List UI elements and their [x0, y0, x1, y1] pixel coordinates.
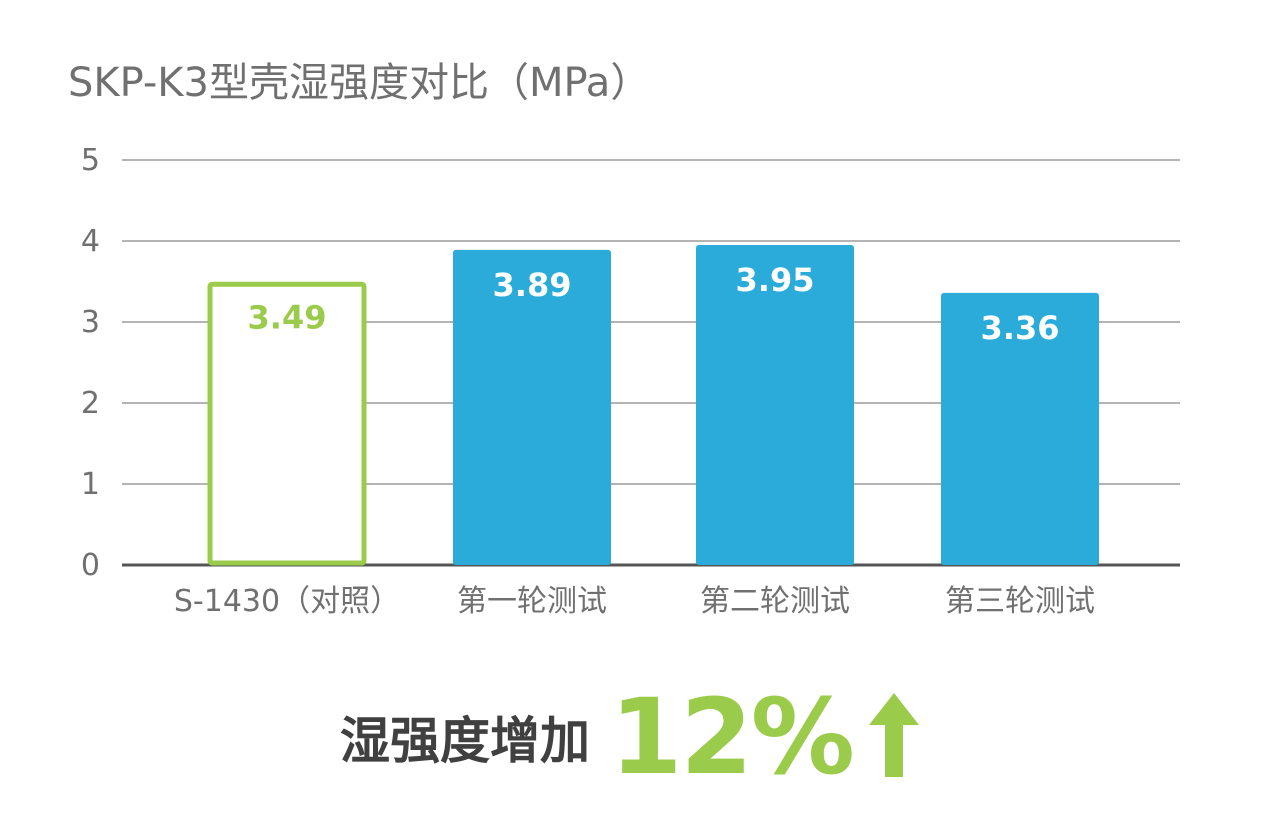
- summary-value: 12%: [610, 676, 855, 798]
- x-tick-label: 第一轮测试: [457, 584, 607, 619]
- y-tick-label: 1: [81, 467, 100, 502]
- summary-banner: 湿强度增加 12%: [340, 676, 919, 798]
- y-tick-label: 2: [81, 386, 100, 421]
- data-label: 3.95: [736, 261, 815, 299]
- bar-chart: 0 1 2 3 4 5 3.49 S-1430（对照） 3.89 第一轮测试 3.95 第二轮测试 3.…: [81, 143, 1180, 619]
- data-label: 3.49: [248, 298, 327, 336]
- bar: [696, 245, 854, 566]
- bar: [453, 249, 611, 565]
- y-tick-label: 5: [81, 143, 100, 178]
- x-tick-label: 第三轮测试: [945, 584, 1095, 619]
- y-tick-label: 4: [81, 224, 100, 259]
- x-tick-label: 第二轮测试: [700, 584, 850, 619]
- up-arrow-icon: [868, 693, 919, 781]
- data-label: 3.36: [981, 309, 1060, 347]
- x-tick-label: S-1430（对照）: [174, 584, 400, 619]
- y-tick-label: 3: [81, 305, 100, 340]
- bar: [941, 292, 1099, 565]
- bar: [207, 281, 367, 566]
- y-tick-label: 0: [81, 548, 100, 583]
- data-label: 3.89: [493, 266, 572, 304]
- up-arrow-shape: [868, 693, 919, 777]
- chart-title: SKP-K3型壳湿强度对比（MPa）: [68, 60, 651, 106]
- summary-text: 湿强度增加: [340, 712, 590, 770]
